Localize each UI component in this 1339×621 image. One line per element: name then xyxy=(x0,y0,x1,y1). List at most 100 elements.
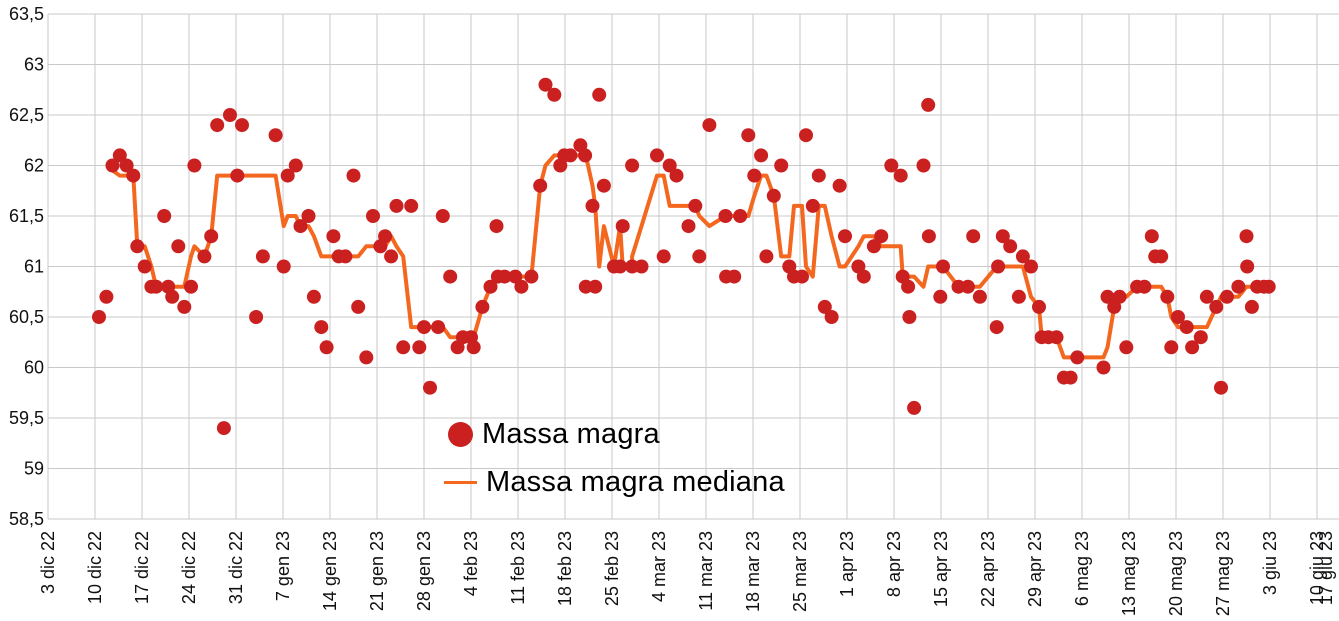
data-point xyxy=(817,299,832,314)
data-point xyxy=(650,148,664,163)
data-point xyxy=(204,229,219,244)
x-axis-label: 10 giu 23 xyxy=(1307,531,1327,605)
data-point xyxy=(105,158,120,173)
data-point xyxy=(223,108,237,122)
data-point xyxy=(1003,239,1018,254)
data-point xyxy=(412,340,427,355)
data-point xyxy=(396,340,411,355)
data-point xyxy=(1164,340,1179,355)
data-point xyxy=(126,168,141,183)
data-point xyxy=(1154,249,1169,264)
data-point xyxy=(766,188,781,203)
data-point xyxy=(718,209,733,223)
data-point xyxy=(702,118,717,133)
y-axis-label: 61 xyxy=(24,257,44,277)
data-point xyxy=(268,128,283,143)
data-point xyxy=(1199,289,1214,304)
data-point xyxy=(489,219,504,234)
data-point xyxy=(137,259,152,274)
massa-magra-dot-marker xyxy=(448,422,473,447)
data-point xyxy=(936,259,950,274)
legend-item-massa-magra-mediana: Massa magra mediana xyxy=(444,466,785,499)
data-point xyxy=(99,289,114,304)
data-point xyxy=(688,198,703,213)
data-point xyxy=(585,198,600,213)
data-point xyxy=(119,158,134,173)
data-point xyxy=(1231,279,1246,294)
data-point xyxy=(741,128,756,143)
y-axis-label: 61,5 xyxy=(9,206,44,226)
data-point xyxy=(1240,259,1255,274)
x-axis-label: 20 mag 23 xyxy=(1166,531,1186,616)
data-point xyxy=(319,340,334,355)
data-point xyxy=(921,229,936,244)
data-point xyxy=(866,239,881,254)
data-point xyxy=(475,299,490,314)
data-point xyxy=(669,168,684,183)
data-point xyxy=(1015,249,1030,264)
data-point xyxy=(1070,350,1085,365)
data-point xyxy=(1011,289,1026,304)
data-point xyxy=(774,158,789,173)
data-point xyxy=(187,158,202,173)
data-point xyxy=(306,289,321,304)
data-point xyxy=(235,118,249,133)
data-point xyxy=(431,320,446,335)
data-point xyxy=(1100,289,1115,304)
data-point xyxy=(92,310,106,324)
data-point xyxy=(613,259,628,274)
data-point xyxy=(874,229,889,244)
data-point xyxy=(799,128,813,143)
data-point xyxy=(1239,229,1254,244)
data-point xyxy=(1209,299,1224,314)
y-axis-label: 58,5 xyxy=(9,509,44,529)
data-point xyxy=(149,279,164,294)
data-point xyxy=(921,97,936,112)
data-point xyxy=(824,310,839,324)
data-point xyxy=(435,209,450,223)
x-axis-label: 18 feb 23 xyxy=(555,531,575,606)
y-axis-label: 63 xyxy=(24,55,44,75)
x-axis-label: 27 mag 23 xyxy=(1213,531,1233,616)
data-point xyxy=(832,178,847,193)
y-axis-label: 60,5 xyxy=(9,307,44,327)
data-point xyxy=(130,239,145,254)
data-point xyxy=(301,209,316,223)
data-point xyxy=(991,259,1006,274)
x-axis-label: 1 apr 23 xyxy=(837,531,857,597)
data-point xyxy=(338,249,353,264)
data-point xyxy=(359,350,374,365)
data-point xyxy=(483,279,498,294)
data-point xyxy=(547,87,562,102)
data-point xyxy=(184,279,198,294)
data-point xyxy=(389,198,404,213)
data-point xyxy=(662,158,677,173)
data-point xyxy=(276,259,291,274)
data-point xyxy=(280,168,295,183)
data-point xyxy=(351,299,366,314)
data-point xyxy=(1119,340,1134,355)
chart-legend: Massa magra Massa magra mediana xyxy=(444,418,785,499)
x-axis-label: 4 mar 23 xyxy=(649,531,669,602)
massa-magra-mediana-line-marker xyxy=(444,481,477,484)
data-point xyxy=(165,289,180,304)
data-point xyxy=(417,320,431,335)
legend-label-massa-magra-mediana: Massa magra mediana xyxy=(486,466,785,498)
data-point xyxy=(795,269,809,284)
data-point xyxy=(1096,360,1111,375)
data-point xyxy=(811,168,826,183)
data-point xyxy=(901,279,916,294)
data-point xyxy=(960,279,975,294)
data-point xyxy=(692,249,707,264)
data-point xyxy=(210,118,225,133)
x-axis-label: 3 dic 22 xyxy=(38,531,58,594)
data-point xyxy=(916,158,931,173)
data-point xyxy=(538,77,553,92)
data-point xyxy=(1261,279,1276,294)
data-point xyxy=(615,219,630,234)
data-point xyxy=(1220,289,1234,304)
data-point xyxy=(588,279,603,294)
data-point xyxy=(1063,370,1078,385)
data-point xyxy=(177,299,192,314)
